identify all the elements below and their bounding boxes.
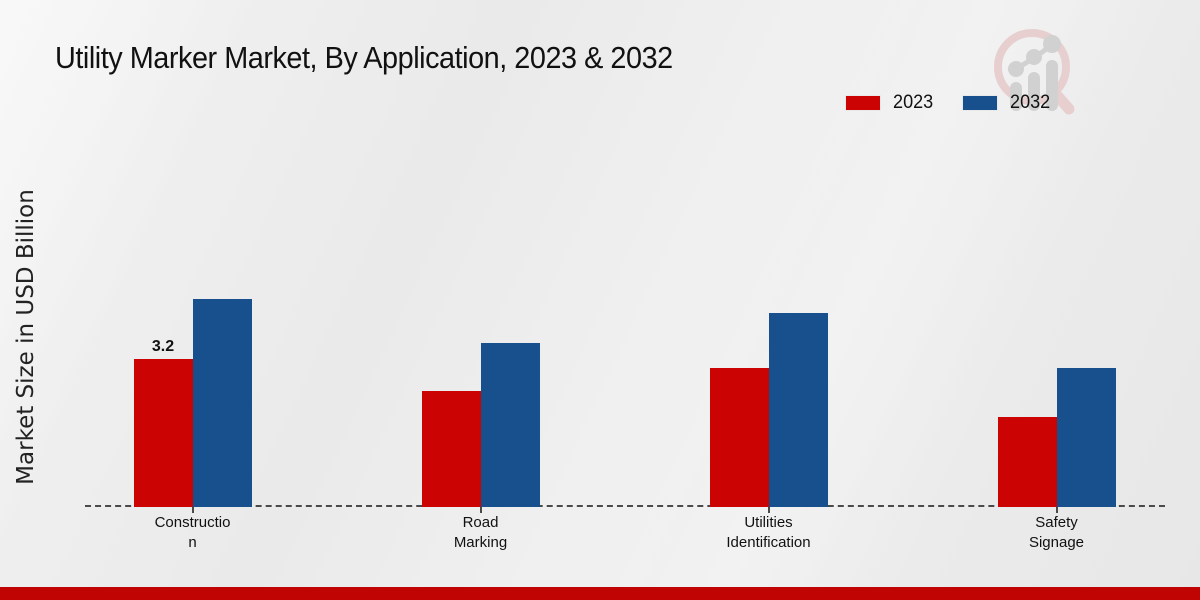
legend-label: 2032 (1010, 92, 1051, 113)
bar-2023-construction (133, 359, 193, 507)
legend-item-2032: 2032 (962, 92, 1051, 114)
bar-2032-road-marking (480, 343, 540, 507)
category-label-utilities-identification: Utilities Identification (726, 514, 811, 551)
legend-item-2023: 2023 (845, 92, 934, 114)
legend-swatch-2032 (962, 95, 999, 111)
category-label-safety-signage: Safety Signage (1028, 514, 1085, 551)
magnifier-bar-chart-logo-icon (994, 29, 1075, 115)
x-axis-tick (479, 507, 482, 513)
bar-2032-utilities-identification (768, 313, 828, 507)
x-axis-baseline (85, 505, 1165, 507)
bar-value-label: 3.2 (151, 338, 175, 355)
x-axis-tick (191, 507, 194, 513)
legend-label: 2023 (893, 92, 934, 113)
x-axis-tick (1055, 507, 1058, 513)
x-axis-tick (767, 507, 770, 513)
bottom-red-band (0, 587, 1200, 600)
legend-swatch-2023 (845, 95, 881, 111)
bar-2032-construction (192, 299, 252, 507)
bar-2023-safety-signage (997, 417, 1057, 507)
chart-title: Utility Marker Market, By Application, 2… (55, 40, 673, 75)
legend: 2023 2032 (845, 92, 1052, 114)
bar-2032-safety-signage (1056, 368, 1116, 507)
bar-2023-utilities-identification (709, 368, 769, 507)
bar-2023-road-marking (421, 391, 481, 507)
category-label-road-marking: Road Marking (453, 514, 508, 551)
category-label-construction: Constructio n (154, 514, 231, 551)
